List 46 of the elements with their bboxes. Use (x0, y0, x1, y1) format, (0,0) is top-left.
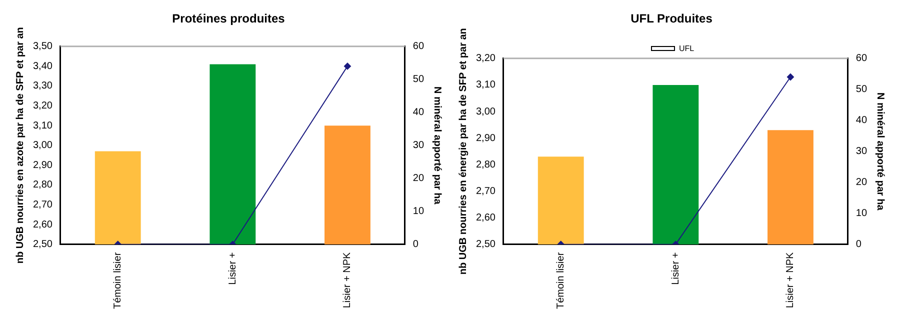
chart-title: Protéines produites (172, 12, 286, 26)
y-tick-label: 2,80 (476, 159, 496, 170)
y2-tick-label: 40 (856, 115, 868, 126)
y-tick-label: 2,90 (32, 160, 53, 171)
x-tick-label: Lisier + (670, 252, 682, 285)
y2-tick-label: 40 (412, 107, 424, 118)
y-tick-label: 2,60 (32, 219, 53, 230)
y-tick-label: 3,10 (32, 120, 53, 132)
y-tick-label: 3,30 (32, 80, 53, 92)
y-tick-label: 3,10 (476, 80, 496, 91)
y-tick-label: 2,80 (32, 180, 53, 191)
y2-tick-label: 20 (856, 177, 868, 188)
y2-tick-label: 10 (412, 206, 424, 218)
y2-tick-label: 60 (856, 53, 868, 64)
y-tick-label: 2,70 (476, 186, 496, 197)
y-tick-label: 2,70 (32, 199, 53, 210)
y2-tick-label: 0 (856, 239, 862, 250)
y2-tick-label: 20 (412, 173, 424, 184)
y2-tick-label: 30 (856, 146, 868, 158)
y-tick-label: 3,00 (476, 106, 496, 118)
y-tick-label: 2,60 (476, 212, 496, 224)
y-tick-label: 3,20 (476, 53, 496, 64)
y-axis-title: nb UGB nourries en énergie par ha de SFP et par an (458, 28, 469, 275)
y2-tick-label: 30 (412, 140, 424, 152)
y2-tick-label: 10 (856, 208, 868, 220)
y-tick-label: 2,90 (476, 132, 496, 144)
y-axis-title: nb UGB nourries en azote par ha de SFP et par an (14, 27, 26, 264)
y2-tick-label: 50 (856, 84, 868, 96)
y-tick-label: 2,50 (32, 239, 53, 250)
x-tick-label: Lisier + (227, 252, 238, 285)
chart-title: UFL Produites (630, 12, 713, 26)
x-tick-label: Lisier + NPK (342, 252, 354, 308)
text: UFL (678, 44, 694, 53)
x-tick-label: Témoin lisier (556, 252, 567, 310)
y2-axis-title: N minéral apporté par ha (874, 92, 886, 211)
y2-axis-title: N minéral apporté par ha (431, 86, 442, 205)
y-tick-label: 3,50 (32, 41, 53, 52)
y-tick-label: 2,50 (476, 239, 496, 250)
y2-tick-label: 50 (412, 74, 424, 86)
y2-tick-label: 0 (412, 239, 419, 250)
y-tick-label: 3,20 (32, 100, 53, 112)
x-tick-label: Lisier + NPK (785, 252, 796, 308)
y2-tick-label: 60 (412, 41, 424, 52)
y-tick-label: 3,40 (32, 60, 53, 72)
x-tick-label: Témoin lisier (112, 252, 124, 310)
y-tick-label: 3,00 (32, 140, 53, 152)
